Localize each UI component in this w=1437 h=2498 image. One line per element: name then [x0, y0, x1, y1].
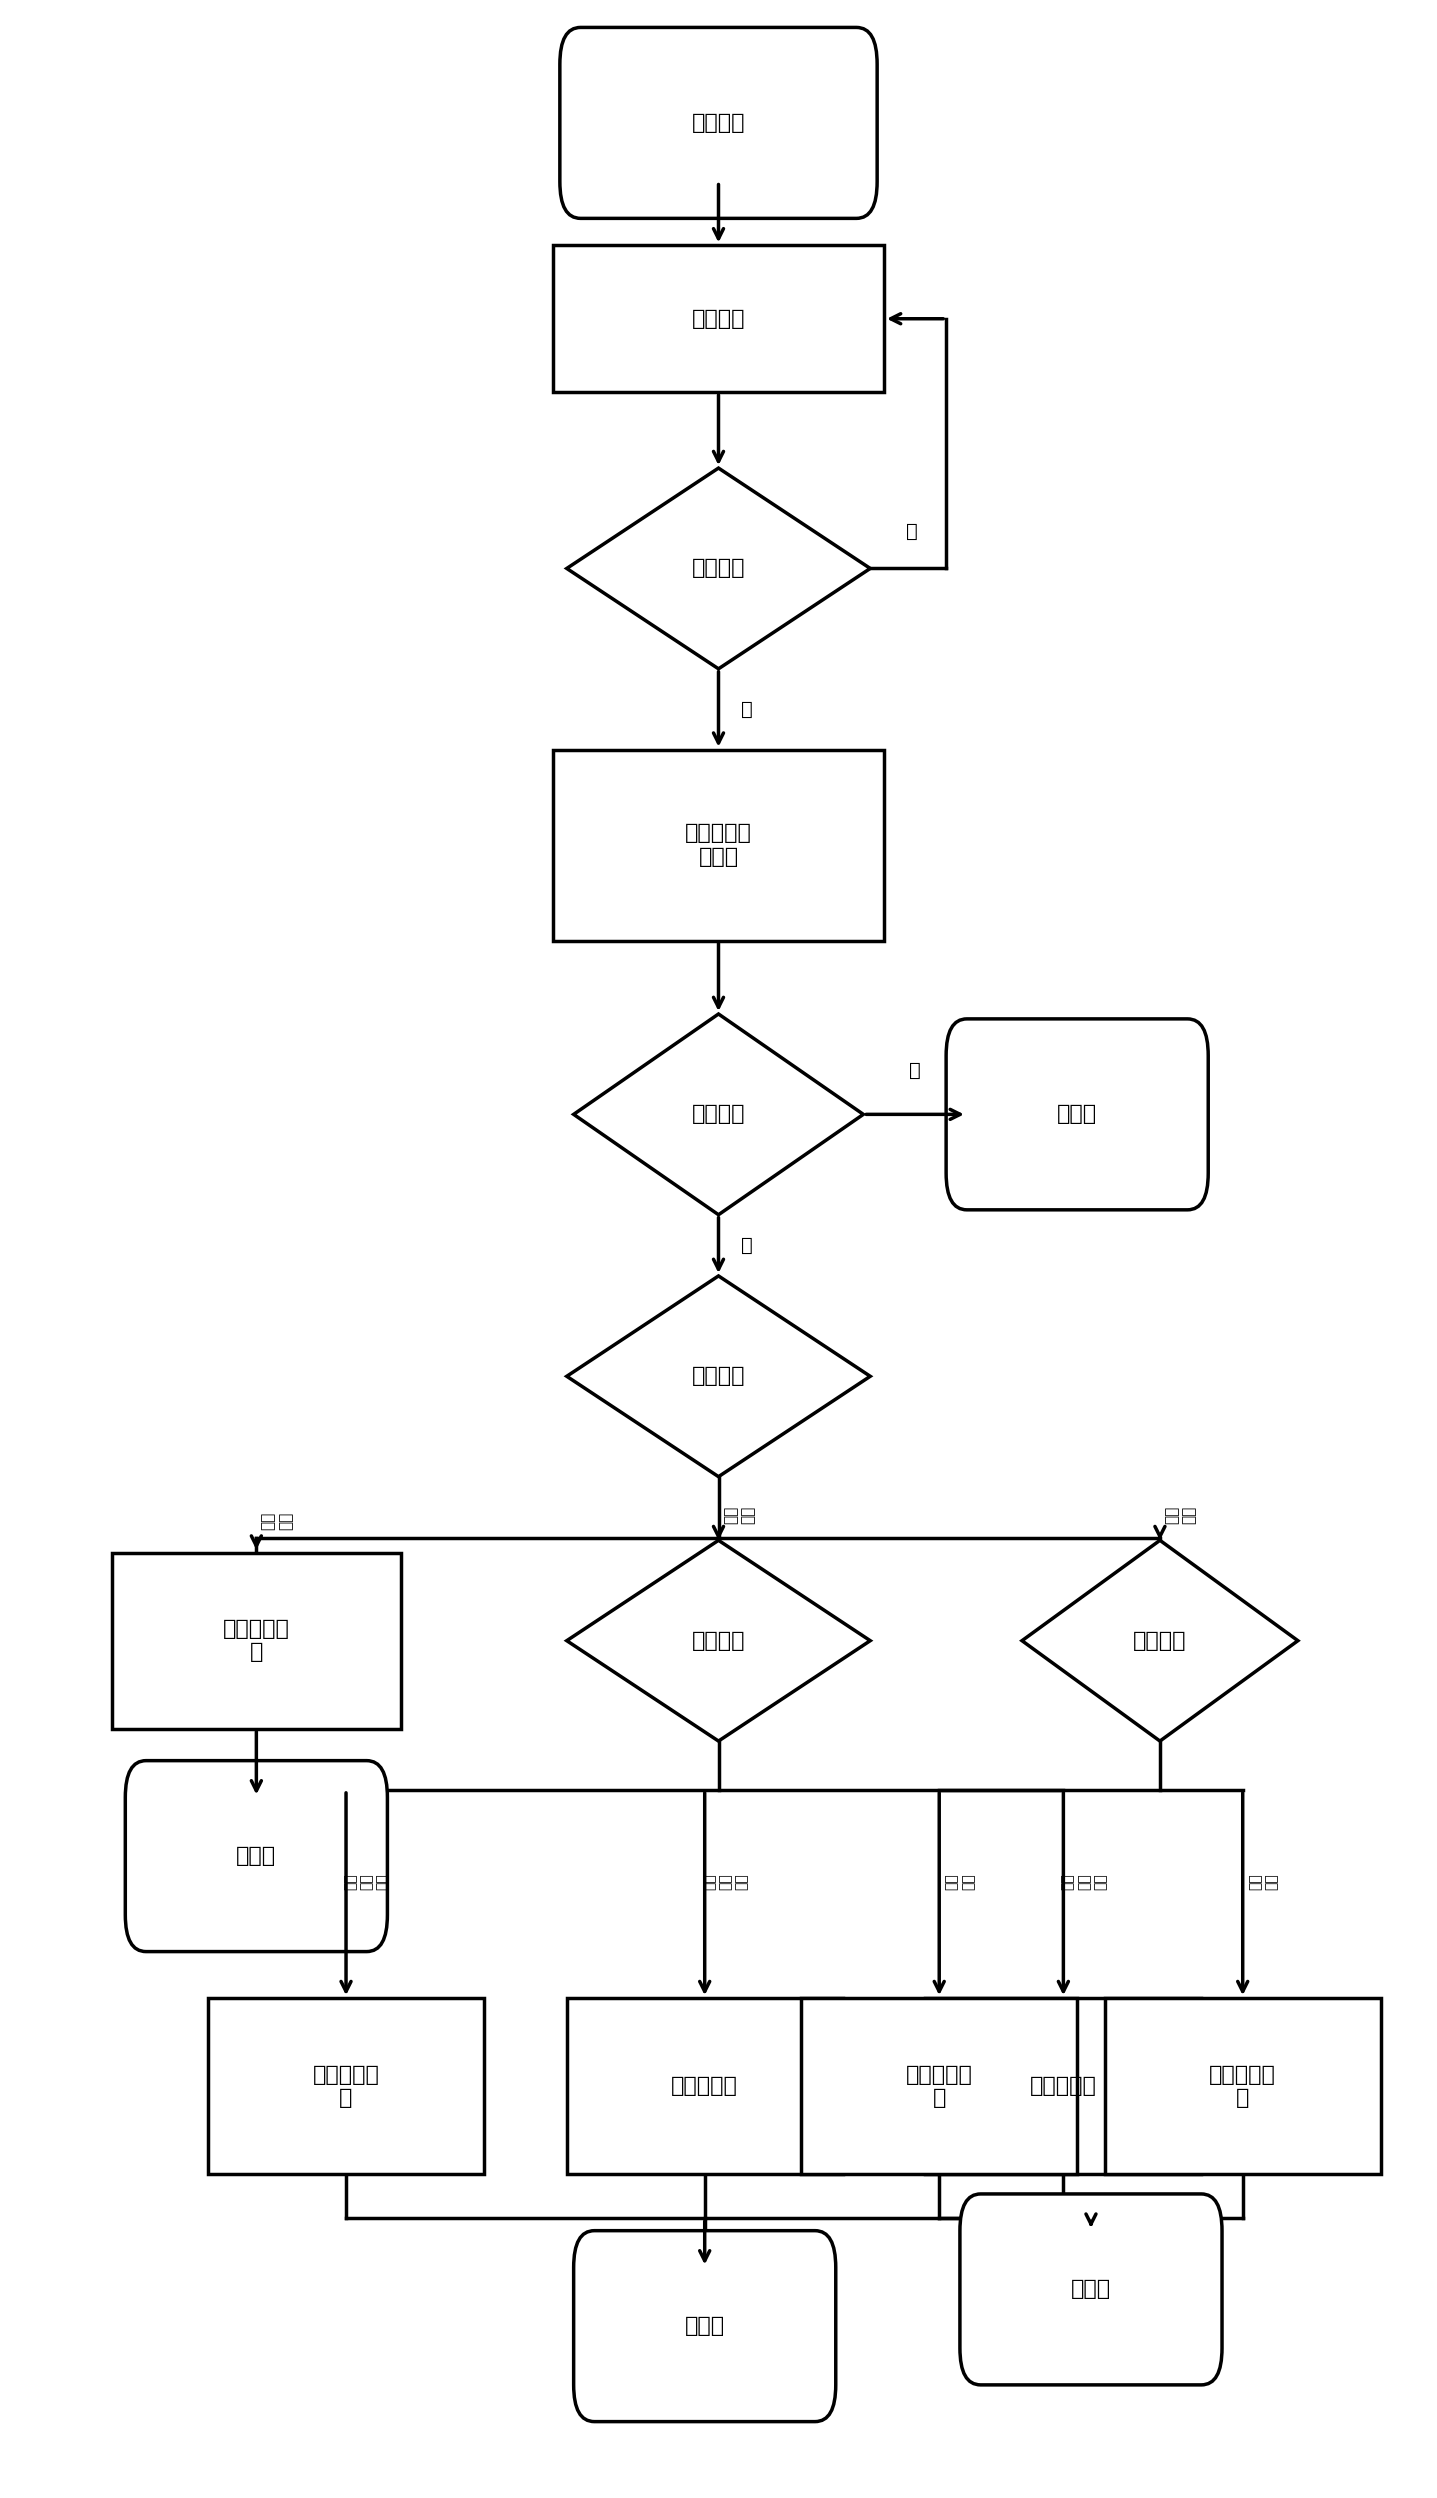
FancyBboxPatch shape — [573, 2231, 836, 2421]
Text: 是: 是 — [740, 699, 753, 719]
Text: 回调
清能
标志: 回调 清能 标志 — [1061, 1874, 1108, 1891]
Text: 否: 否 — [905, 522, 917, 542]
Text: 回传
状态: 回传 状态 — [1249, 1874, 1279, 1891]
Text: 回调
命令: 回调 命令 — [723, 1506, 756, 1524]
Bar — [553, 245, 884, 392]
Text: 接收数据: 接收数据 — [691, 310, 746, 330]
Text: 回传相应参
数: 回传相应参 数 — [905, 2066, 973, 2108]
Polygon shape — [1022, 1541, 1298, 1741]
Text: 回调
置能
标志: 回调 置能 标志 — [703, 1874, 749, 1891]
FancyBboxPatch shape — [560, 27, 877, 217]
Text: 回传
类型: 回传 类型 — [1164, 1506, 1197, 1524]
Polygon shape — [566, 1541, 871, 1741]
Text: 否: 否 — [910, 1062, 921, 1079]
Bar — [208, 1998, 484, 2173]
Text: 报文类型: 报文类型 — [691, 1366, 746, 1386]
Text: 设置
参数: 设置 参数 — [262, 1511, 293, 1529]
Text: 更新伺服参
数: 更新伺服参 数 — [223, 1619, 290, 1661]
Text: 出中断: 出中断 — [684, 2316, 724, 2336]
Bar — [925, 1998, 1201, 2173]
Text: 命令类型: 命令类型 — [691, 1631, 746, 1651]
FancyBboxPatch shape — [125, 1761, 388, 1951]
Polygon shape — [566, 1276, 871, 1476]
Polygon shape — [573, 1014, 864, 1214]
Text: 接收完毕: 接收完毕 — [691, 560, 746, 580]
FancyBboxPatch shape — [960, 2193, 1221, 2386]
Text: 回传类型: 回传类型 — [1134, 1631, 1187, 1651]
Bar — [802, 1998, 1078, 2173]
Bar — [553, 749, 884, 942]
Text: 报头合法: 报头合法 — [691, 1104, 746, 1124]
Text: 回传连接信
号: 回传连接信 号 — [313, 2066, 379, 2108]
Text: 中断入口: 中断入口 — [691, 112, 746, 132]
Text: 回传
连接
信号: 回传 连接 信号 — [343, 1874, 389, 1891]
Bar — [1105, 1998, 1381, 2173]
Polygon shape — [566, 467, 871, 669]
Text: 是: 是 — [740, 1237, 753, 1254]
Text: 出中断: 出中断 — [236, 1846, 276, 1866]
Text: 清使能标志: 清使能标志 — [1030, 2076, 1096, 2096]
Text: 回传伺服状
态: 回传伺服状 态 — [1210, 2066, 1276, 2108]
Text: 置使能标志: 置使能标志 — [671, 2076, 739, 2096]
Bar — [112, 1554, 401, 1729]
Bar — [566, 1998, 842, 2173]
FancyBboxPatch shape — [946, 1019, 1209, 1209]
Text: 出中断: 出中断 — [1058, 1104, 1098, 1124]
Text: 回参
参数: 回参 参数 — [944, 1874, 976, 1891]
Text: 出中断: 出中断 — [1071, 2278, 1111, 2301]
Text: 将数据放入
缓冲区: 将数据放入 缓冲区 — [685, 824, 752, 867]
